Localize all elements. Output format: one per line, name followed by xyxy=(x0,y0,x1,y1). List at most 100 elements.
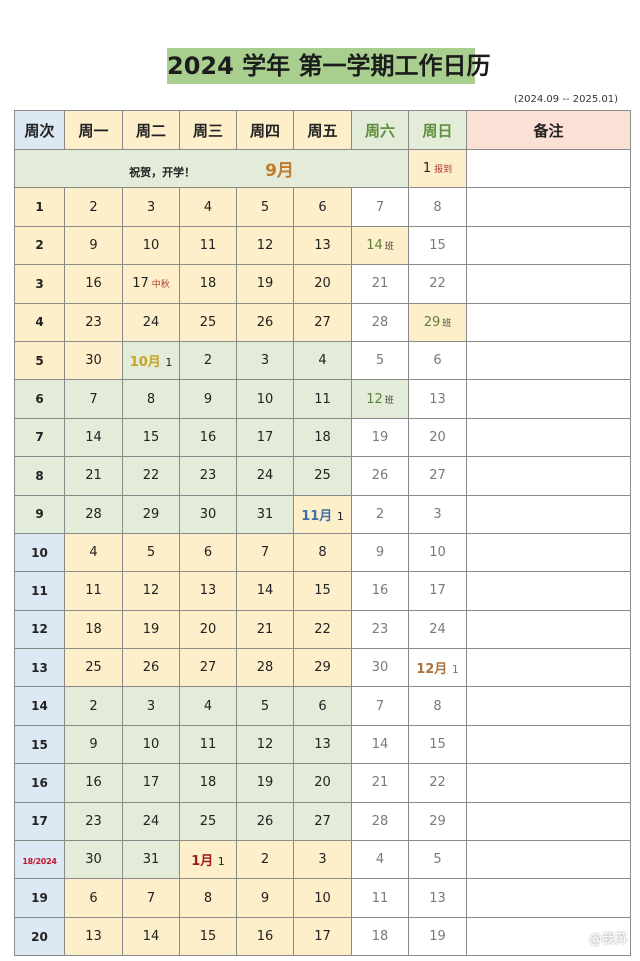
week-number-cell: 9 xyxy=(14,494,65,534)
day-cell: 25 xyxy=(64,648,123,688)
notes-cell[interactable] xyxy=(466,609,631,650)
day-cell: 19 xyxy=(351,417,409,458)
day-number: 27 xyxy=(314,314,331,330)
day-number: 2 xyxy=(89,698,98,714)
day-number: 28 xyxy=(371,813,389,829)
day-cell: 7 xyxy=(122,878,180,918)
day-cell: 14 班 xyxy=(351,225,409,266)
notes-cell[interactable] xyxy=(466,571,631,611)
week-number: 6 xyxy=(35,392,44,407)
day-cell: 9 xyxy=(351,532,409,573)
day-number: 7 xyxy=(89,391,98,407)
day-number: 13 xyxy=(314,737,331,753)
notes-cell[interactable] xyxy=(466,878,631,918)
day-cell: 26 xyxy=(351,456,409,496)
week-number-cell: 1 xyxy=(14,187,65,227)
day-cell: 8 xyxy=(408,686,467,726)
day-note: 报到 xyxy=(434,165,453,176)
day-cell: 6 xyxy=(293,187,352,227)
day-cell: 2 xyxy=(64,686,123,726)
notes-cell[interactable] xyxy=(466,648,631,688)
notes-cell[interactable] xyxy=(466,302,631,342)
day-number: 20 xyxy=(199,621,217,637)
day-cell: 21 xyxy=(351,264,409,304)
week-row: 18/2024 30 31 1月 1 2 3 4 5 xyxy=(14,840,631,880)
day-number: 21 xyxy=(371,276,389,292)
notes-cell[interactable] xyxy=(466,724,631,765)
day-cell: 7 xyxy=(351,187,409,227)
day-cell: 15 xyxy=(408,724,467,765)
day-cell: 17 xyxy=(122,763,180,803)
day-cell: 5 xyxy=(351,340,409,381)
day-cell: 14 xyxy=(351,724,409,765)
day-number: 8 xyxy=(203,890,213,906)
day-cell: 17 中秋 xyxy=(122,264,180,304)
day-cell: 15 xyxy=(408,225,467,266)
day-cell: 6 xyxy=(64,878,123,918)
day-cell: 6 xyxy=(408,340,467,381)
day-number: 6 xyxy=(318,698,327,714)
notes-cell[interactable] xyxy=(466,340,631,381)
day-cell: 7 xyxy=(64,379,123,419)
day-number: 4 xyxy=(318,353,327,369)
week-number-cell: 5 xyxy=(14,340,65,381)
day-cell: 10 xyxy=(122,225,180,266)
day-cell: 23 xyxy=(64,302,123,342)
day-cell: 27 xyxy=(293,302,352,342)
day-number: 23 xyxy=(85,314,102,330)
notes-cell[interactable] xyxy=(466,494,631,534)
day-cell: 22 xyxy=(122,456,180,496)
day-number: 9 xyxy=(375,545,385,561)
day-number: 17 xyxy=(132,276,149,292)
week-number: 4 xyxy=(35,315,44,330)
week-row: 3 16 17 中秋 18 19 20 21 22 xyxy=(14,264,631,304)
notes-cell[interactable] xyxy=(466,456,631,496)
day-cell: 19 xyxy=(408,916,467,957)
notes-cell[interactable] xyxy=(466,532,631,573)
notes-cell[interactable] xyxy=(466,686,631,726)
day-number: 4 xyxy=(203,199,213,215)
day-cell: 3 xyxy=(122,686,180,726)
day-cell: 5 xyxy=(236,187,294,227)
notes-cell[interactable] xyxy=(466,264,631,304)
day-number: 5 xyxy=(260,698,270,714)
day-number: 20 xyxy=(314,775,331,791)
day-number: 3 xyxy=(318,852,327,868)
week-number: 17 xyxy=(31,814,48,829)
day-cell: 11月 1 xyxy=(293,494,352,534)
day-number: 16 xyxy=(85,276,102,292)
day-number: 20 xyxy=(429,429,446,445)
day-number: 10 xyxy=(142,737,160,753)
day-number: 16 xyxy=(85,775,102,791)
day-cell: 15 xyxy=(179,916,237,957)
day-cell: 10 xyxy=(122,724,180,765)
day-cell: 12 xyxy=(122,571,180,611)
day-cell: 16 xyxy=(64,763,123,803)
day-number: 14 xyxy=(371,737,389,753)
day-cell: 22 xyxy=(408,763,467,803)
notes-cell[interactable] xyxy=(466,840,631,880)
notes-cell[interactable] xyxy=(466,187,631,227)
day-cell: 24 xyxy=(122,801,180,842)
notes-cell[interactable] xyxy=(466,148,631,189)
week-number: 7 xyxy=(35,430,44,445)
notes-cell[interactable] xyxy=(466,763,631,803)
day-cell: 12 班 xyxy=(351,379,409,419)
notes-cell[interactable] xyxy=(466,801,631,842)
week-number-cell: 20 xyxy=(14,916,65,957)
notes-cell[interactable] xyxy=(466,417,631,458)
day-cell: 4 xyxy=(179,187,237,227)
day-number: 21 xyxy=(85,468,102,484)
day-number: 4 xyxy=(375,852,385,868)
notes-cell[interactable] xyxy=(466,225,631,266)
notes-cell[interactable] xyxy=(466,379,631,419)
day-number: 14 xyxy=(256,583,274,599)
day-number: 7 xyxy=(146,890,156,906)
day-cell: 13 xyxy=(408,379,467,419)
day-cell: 25 xyxy=(293,456,352,496)
day-cell: 26 xyxy=(236,801,294,842)
notes-cell[interactable] xyxy=(466,916,631,957)
day-note: 班 xyxy=(384,241,394,252)
day-cell: 13 xyxy=(408,878,467,918)
day-number: 9 xyxy=(89,237,98,253)
